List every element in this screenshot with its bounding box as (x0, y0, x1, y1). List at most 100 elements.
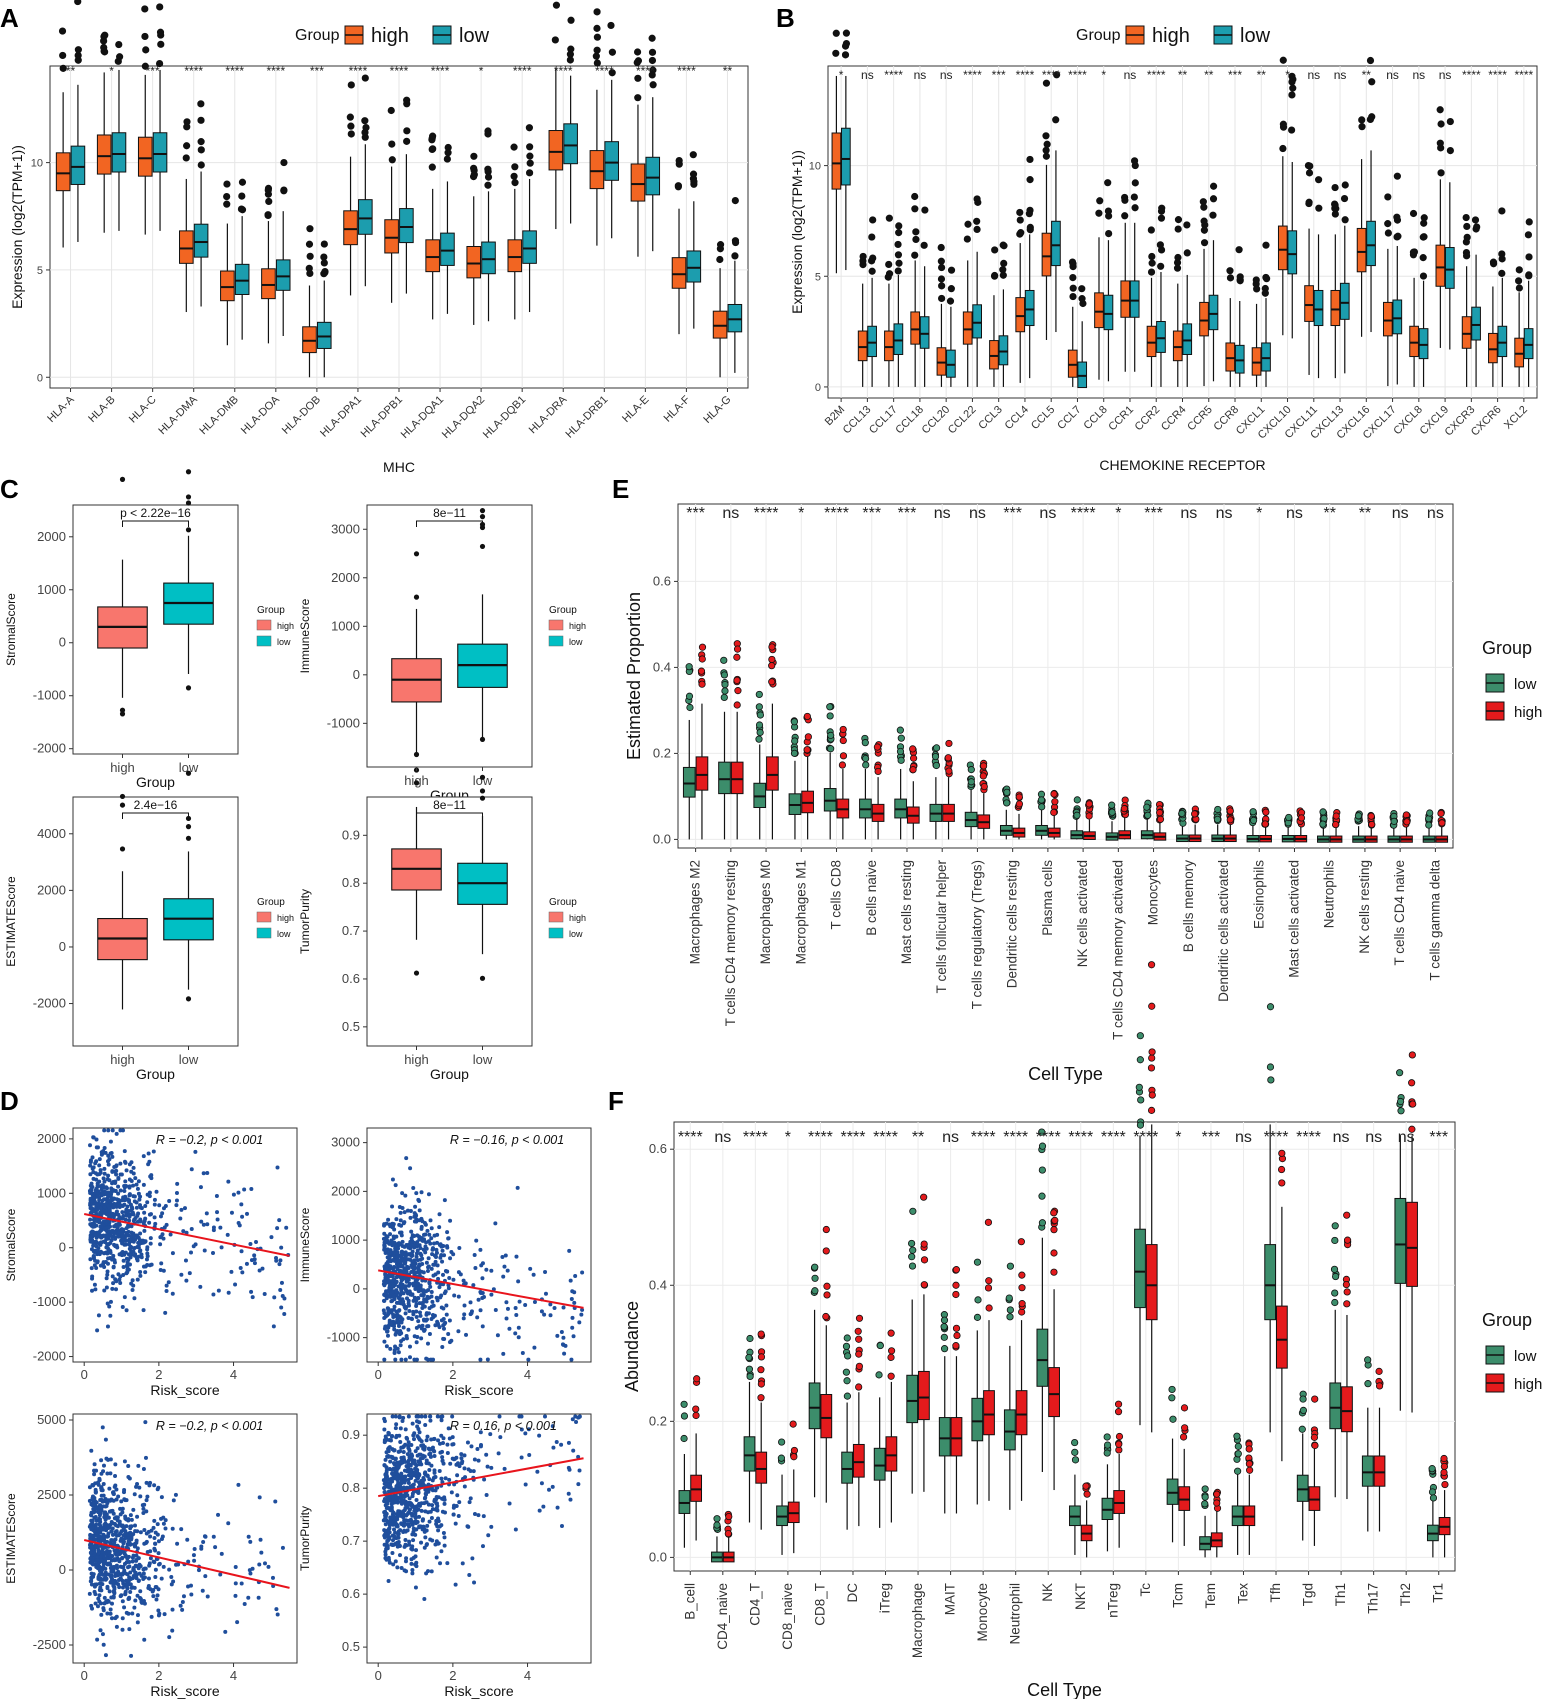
scatter-point (138, 1270, 143, 1275)
scatter-point (383, 1556, 388, 1561)
scatter-point (430, 1247, 435, 1252)
scatter-point (189, 1592, 194, 1597)
box-CCL13-low-outlier (867, 257, 876, 265)
box-CCR8-low-outlier (1236, 273, 1244, 281)
box-HLA-DOB-high-outlier (306, 252, 314, 260)
scatter-point (435, 1541, 440, 1546)
y-tick-label: -2000 (33, 996, 66, 1011)
box-Dendritic cells resting-low-outlier (1003, 788, 1011, 796)
scatter-point (382, 1438, 387, 1443)
significance-label: **** (184, 64, 203, 78)
scatter-point (395, 1499, 400, 1504)
scatter-point (162, 1612, 167, 1617)
scatter-point (94, 1244, 99, 1249)
scatter-point (89, 1206, 94, 1211)
scatter-point (424, 1311, 429, 1316)
scatter-point (138, 1494, 143, 1499)
box-CCL18-high-box (910, 311, 921, 345)
significance-label: **** (1042, 68, 1061, 82)
scatter-point (106, 1256, 111, 1261)
box-Macrophages M2-low-outlier (685, 692, 694, 700)
box-CCR4-high-outlier (1173, 264, 1182, 272)
box-CCR2-high-outlier (1147, 268, 1156, 276)
scatter-point (229, 1210, 234, 1215)
scatter-point (461, 1278, 466, 1283)
scatter-point (189, 1227, 194, 1232)
box-Eosinophils-high-outlier (1262, 808, 1270, 816)
box-CCL17-low-outlier (895, 229, 903, 237)
box-Eosinophils-high-outlier (1261, 820, 1269, 828)
y-tick-label: 1000 (37, 1185, 66, 1200)
scatter-point (403, 1427, 408, 1432)
scatter-point (134, 1182, 139, 1187)
box-HLA-A-high-box (55, 152, 71, 192)
y-tick-label: 3000 (331, 1135, 360, 1150)
scatter-point (161, 1564, 166, 1569)
y-tick-label: 0.6 (342, 1586, 360, 1601)
scatter-point (426, 1324, 431, 1329)
box-XCL2-high-outlier (1515, 277, 1523, 285)
y-tick-label: 0.5 (342, 1639, 360, 1654)
box-CCR5-low-outlier (1209, 182, 1218, 190)
box-HLA-F-high-box (671, 257, 687, 289)
scatter-point (88, 1143, 93, 1148)
scatter-point (171, 1579, 176, 1584)
scatter-point (457, 1500, 462, 1505)
significance-label: ns (1386, 68, 1399, 82)
box-CXCL10-high-outlier (1279, 144, 1287, 153)
scatter-point (123, 1529, 128, 1534)
scatter-point (466, 1467, 471, 1472)
scatter-point (497, 1414, 502, 1419)
box-HLA-DRB1-low-outlier (608, 69, 616, 77)
box-CCL18-high-outlier (911, 251, 919, 259)
scatter-point (89, 1558, 94, 1563)
box-CXCL8-low-outlier (1420, 233, 1428, 241)
scatter-point (415, 1476, 420, 1481)
box-CXCL9-high-outlier (1437, 169, 1445, 177)
legend-label-low: low (569, 637, 583, 647)
box-Macrophages M0-high-outlier (768, 655, 776, 664)
scatter-point (445, 1561, 450, 1566)
scatter-point (148, 1549, 153, 1554)
scatter-point (151, 1525, 156, 1530)
scatter-point (101, 1260, 106, 1265)
scatter-point (88, 1257, 93, 1262)
scatter-point (409, 1561, 414, 1566)
scatter-point (142, 1528, 147, 1533)
box-CXCL1-low-box (1261, 342, 1271, 372)
box-HLA-DRB1-high-outlier (593, 46, 601, 54)
significance-label: **** (390, 64, 409, 78)
scatter-point (148, 1241, 153, 1246)
scatter-point (259, 1550, 264, 1555)
box-HLA-E-high-box (630, 163, 646, 202)
box-low-outlier (185, 996, 192, 1002)
box-HLA-DQA1-high-outlier (429, 132, 437, 140)
scatter-point (119, 1172, 124, 1177)
scatter-point (561, 1335, 566, 1340)
box-HLA-DRB1-high-outlier (593, 59, 601, 67)
scatter-point (463, 1281, 468, 1286)
scatter-point (110, 1211, 115, 1216)
scatter-point (441, 1326, 446, 1331)
x-tick-label: HLA-DPA1 (318, 394, 364, 440)
box-CXCR3-high-outlier (1462, 213, 1470, 222)
scatter-point (423, 1423, 428, 1428)
scatter-point (415, 1240, 420, 1245)
x-axis-title: Risk_score (444, 1382, 513, 1398)
x-tick-label: Macrophages M1 (793, 860, 808, 964)
scatter-point (102, 1522, 107, 1527)
box-Plasma cells-high-outlier (1050, 790, 1058, 798)
box-high-outlier (413, 594, 420, 600)
scatter-point (136, 1191, 141, 1196)
y-tick-label: 0 (37, 372, 43, 384)
scatter-point (149, 1173, 154, 1178)
scatter-point (392, 1527, 397, 1532)
scatter-point (411, 1538, 416, 1543)
significance-label: *** (898, 505, 917, 522)
box-T cells follicular helper-high-outlier (944, 754, 952, 762)
scatter-point (440, 1248, 445, 1253)
scatter-point (472, 1253, 477, 1258)
scatter-point (519, 1414, 524, 1419)
box-XCL2-low-box (1523, 328, 1534, 360)
box-CXCL13-low-outlier (1341, 216, 1349, 224)
